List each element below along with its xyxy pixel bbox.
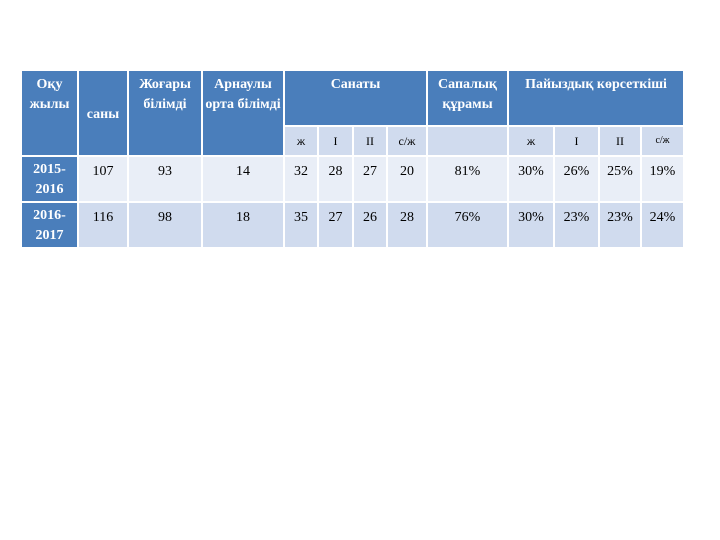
row-quality: 81% bbox=[426, 155, 509, 203]
subheader-indicator-zh: ж bbox=[507, 125, 555, 157]
row-count: 107 bbox=[77, 155, 129, 203]
header-indicator: Пайыздық көрсеткіші bbox=[506, 69, 686, 127]
row-category-1: 27 bbox=[317, 201, 354, 249]
row-category-zh: 32 bbox=[283, 155, 319, 203]
row-higher: 98 bbox=[127, 201, 203, 249]
row-indicator-szh: 24% bbox=[639, 201, 686, 249]
row-year: 2016-2017 bbox=[20, 201, 79, 249]
subheader-category-szh: с/ж bbox=[386, 125, 428, 157]
row-indicator-zh: 30% bbox=[507, 201, 555, 249]
table-row: 2015-2016 107 93 14 32 28 27 20 81% 30% … bbox=[20, 155, 686, 203]
row-special: 18 bbox=[201, 201, 285, 249]
row-category-szh: 20 bbox=[386, 155, 428, 203]
row-indicator-zh: 30% bbox=[507, 155, 555, 203]
row-year: 2015-2016 bbox=[20, 155, 79, 203]
subheader-indicator-1: І bbox=[553, 125, 600, 157]
subheader-quality-empty bbox=[426, 125, 509, 157]
header-higher-education: Жоғары білімді bbox=[127, 69, 203, 157]
header-category: Санаты bbox=[283, 69, 428, 127]
row-category-2: 27 bbox=[352, 155, 388, 203]
row-indicator-2: 23% bbox=[598, 201, 642, 249]
subheader-row: ж І ІІ с/ж ж І ІІ с/ж bbox=[21, 125, 686, 157]
row-indicator-szh: 19% bbox=[639, 155, 686, 203]
row-special: 14 bbox=[201, 155, 285, 203]
row-count: 116 bbox=[77, 201, 129, 249]
row-indicator-2: 25% bbox=[598, 155, 642, 203]
row-quality: 76% bbox=[426, 201, 509, 249]
row-category-szh: 28 bbox=[386, 201, 428, 249]
table-row: 2016-2017 116 98 18 35 27 26 28 76% 30% … bbox=[20, 201, 686, 249]
row-category-zh: 35 bbox=[283, 201, 319, 249]
row-category-1: 28 bbox=[317, 155, 354, 203]
subheader-category-1: І bbox=[317, 125, 354, 157]
header-count: саны bbox=[77, 69, 129, 157]
row-higher: 93 bbox=[127, 155, 203, 203]
row-indicator-1: 26% bbox=[553, 155, 600, 203]
subheader-indicator-2: ІІ bbox=[598, 125, 642, 157]
subheader-category-zh: ж bbox=[283, 125, 319, 157]
subheader-category-2: ІІ bbox=[352, 125, 388, 157]
row-indicator-1: 23% bbox=[553, 201, 600, 249]
subheader-indicator-szh: с/ж bbox=[639, 125, 686, 157]
header-row: Оқу жылы саны Жоғары білімді Арнаулы орт… bbox=[20, 69, 686, 157]
header-quality: Сапалық құрамы bbox=[426, 69, 509, 127]
header-year: Оқу жылы bbox=[20, 69, 79, 157]
staff-table: Оқу жылы саны Жоғары білімді Арнаулы орт… bbox=[20, 69, 686, 249]
row-category-2: 26 bbox=[352, 201, 388, 249]
header-special-education: Арнаулы орта білімді bbox=[201, 69, 285, 157]
